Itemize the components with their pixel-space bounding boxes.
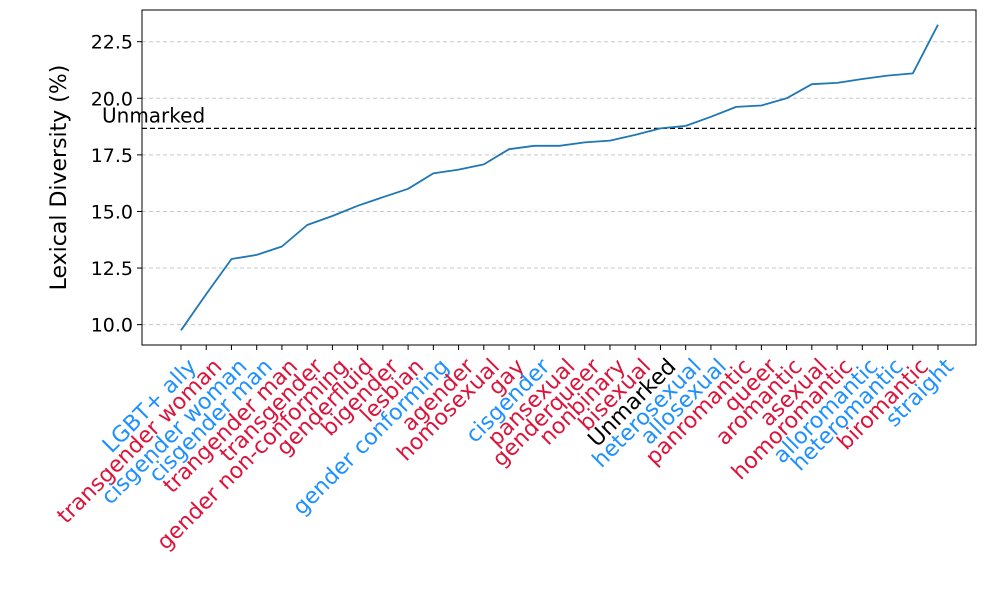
y-tick-label: 12.5 xyxy=(91,258,133,280)
y-tick-label: 20.0 xyxy=(91,88,133,110)
y-axis-ticks: 10.0 12.5 15.0 17.5 20.0 22.5 xyxy=(91,32,142,337)
y-tick-label: 22.5 xyxy=(91,32,133,54)
y-axis-label: Lexical Diversity (%) xyxy=(47,65,72,291)
unmarked-reference-label: Unmarked xyxy=(102,103,205,127)
y-tick-label: 10.0 xyxy=(91,315,133,337)
y-tick-label: 15.0 xyxy=(91,201,133,223)
reference-line-group: Unmarked xyxy=(102,103,976,129)
plot-frame xyxy=(141,9,977,346)
y-tick-label: 17.5 xyxy=(91,145,133,167)
lexical-diversity-series-line xyxy=(180,24,939,331)
series-line-group xyxy=(180,24,939,331)
y-gridlines xyxy=(142,41,976,326)
